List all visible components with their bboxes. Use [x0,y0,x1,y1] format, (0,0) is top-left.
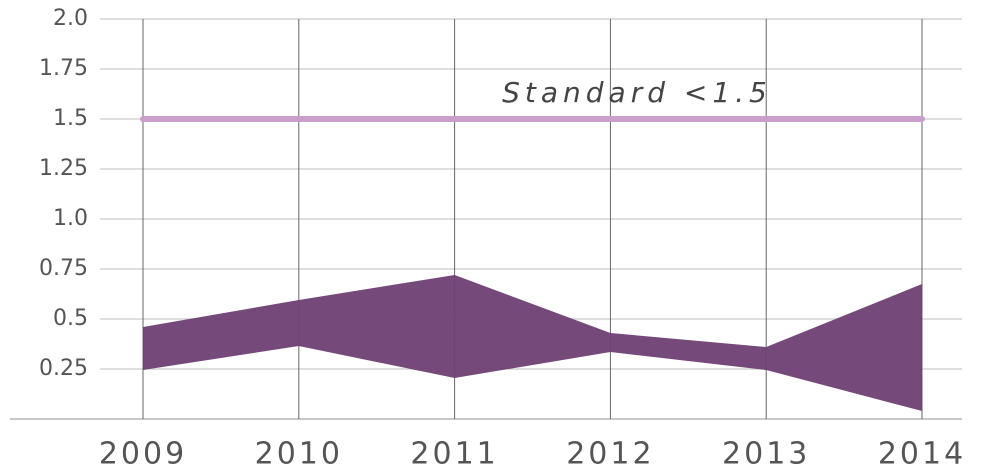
y-tick-label: 1.25 [39,156,88,181]
y-tick-label: 0.75 [39,256,88,281]
x-tick-label: 2014 [878,437,966,472]
y-tick-label: 1.5 [53,106,88,131]
x-tick-label: 2010 [255,437,343,472]
y-tick-label: 1.0 [53,206,88,231]
x-tick-label: 2012 [566,437,654,472]
reference-label: Standard <1.5 [502,76,772,109]
y-tick-label: 2.0 [53,6,88,31]
y-tick-label: 0.25 [39,356,88,381]
range-band [143,275,922,411]
y-tick-label: 1.75 [39,56,88,81]
y-tick-label: 0.5 [53,306,88,331]
x-tick-label: 2009 [99,437,187,472]
x-tick-label: 2011 [410,437,498,472]
x-tick-label: 2013 [722,437,810,472]
